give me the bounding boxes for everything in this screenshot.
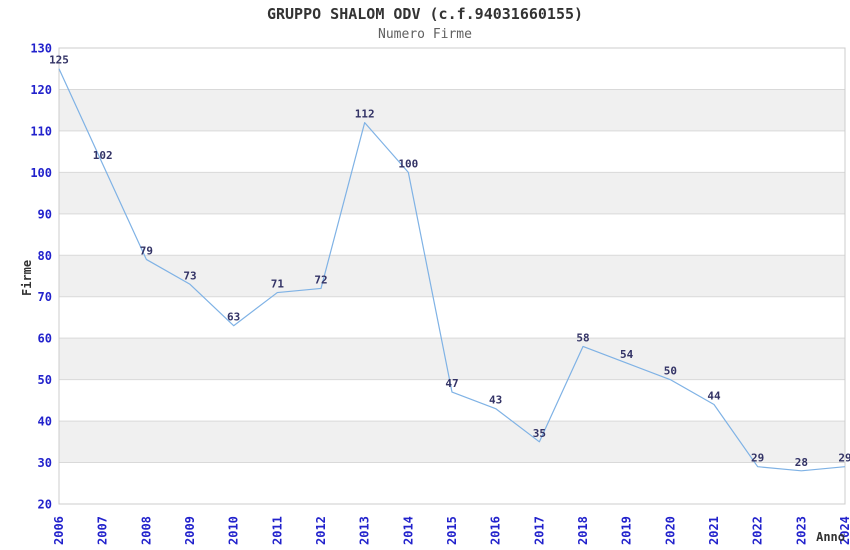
data-point-label: 63 — [227, 311, 240, 324]
data-point-label: 28 — [795, 456, 808, 469]
data-point-label: 29 — [838, 452, 850, 465]
x-tick-label: 2014 — [401, 516, 415, 545]
x-tick-label: 2016 — [489, 516, 503, 545]
data-point-labels: 125 102 79 73 63 71 72 112 100 47 43 35 58 54 50 44 29 28… — [49, 54, 850, 469]
data-point-label: 54 — [620, 348, 634, 361]
x-tick-label: 2021 — [707, 516, 721, 545]
chart-subtitle: Numero Firme — [378, 27, 472, 42]
x-tick-label: 2020 — [663, 516, 677, 545]
data-point-label: 29 — [751, 452, 764, 465]
y-axis-tick-labels: 20 30 40 50 60 70 80 90 100 110 120 130 — [30, 42, 52, 512]
data-point-label: 102 — [93, 149, 113, 162]
gray-band — [59, 338, 845, 380]
x-tick-label: 2008 — [139, 516, 153, 545]
x-tick-label: 2013 — [358, 516, 372, 545]
y-tick-label: 30 — [38, 456, 52, 470]
x-axis-tick-labels: 2006 2007 2008 2009 2010 2011 2012 2013 2014 2015… — [52, 516, 850, 545]
y-tick-label: 110 — [30, 124, 52, 138]
x-tick-label: 2019 — [620, 516, 634, 545]
x-tick-label: 2006 — [52, 516, 66, 545]
y-tick-label: 120 — [30, 83, 52, 97]
gray-band — [59, 255, 845, 297]
y-tick-label: 70 — [38, 290, 52, 304]
y-tick-label: 60 — [38, 332, 52, 346]
y-tick-label: 130 — [30, 42, 52, 56]
plot-border — [58, 47, 846, 505]
x-tick-label: 2022 — [751, 516, 765, 545]
gray-band — [59, 172, 845, 214]
y-tick-label: 80 — [38, 249, 52, 263]
data-point-label: 58 — [576, 331, 589, 344]
data-point-label: 35 — [533, 427, 546, 440]
x-tick-label: 2015 — [445, 516, 459, 545]
y-axis-title: Firme — [20, 260, 34, 296]
y-tick-label: 90 — [38, 207, 52, 221]
x-tick-label: 2018 — [576, 516, 590, 545]
data-point-label: 100 — [398, 157, 418, 170]
x-tick-label: 2012 — [314, 516, 328, 545]
data-point-label: 73 — [183, 269, 196, 282]
band-stripes — [59, 48, 845, 504]
data-point-label: 112 — [355, 108, 375, 121]
series-polyline — [58, 68, 846, 472]
data-point-label: 50 — [664, 365, 677, 378]
data-point-label: 47 — [445, 377, 458, 390]
data-point-label: 44 — [707, 390, 721, 403]
x-tick-label: 2023 — [794, 516, 808, 545]
y-tick-label: 20 — [38, 498, 52, 512]
chart-title: GRUPPO SHALOM ODV (c.f.94031660155) — [266, 5, 584, 23]
data-point-label: 72 — [314, 273, 327, 286]
y-tick-label: 100 — [30, 166, 52, 180]
gray-band — [59, 89, 845, 131]
x-tick-label: 2009 — [183, 516, 197, 545]
data-series-line — [58, 68, 846, 472]
data-point-label: 79 — [140, 244, 153, 257]
x-tick-label: 2011 — [270, 516, 284, 545]
x-tick-label: 2024 — [838, 516, 850, 545]
data-point-label: 43 — [489, 394, 502, 407]
x-tick-label: 2010 — [227, 516, 241, 545]
y-tick-label: 50 — [38, 373, 52, 387]
y-tick-label: 40 — [38, 415, 52, 429]
data-point-label: 125 — [49, 54, 69, 67]
x-tick-label: 2007 — [96, 516, 110, 545]
x-axis-title: Anno — [816, 530, 845, 544]
data-point-label: 71 — [271, 278, 285, 291]
gray-band — [59, 421, 845, 463]
x-tick-label: 2017 — [532, 516, 546, 545]
